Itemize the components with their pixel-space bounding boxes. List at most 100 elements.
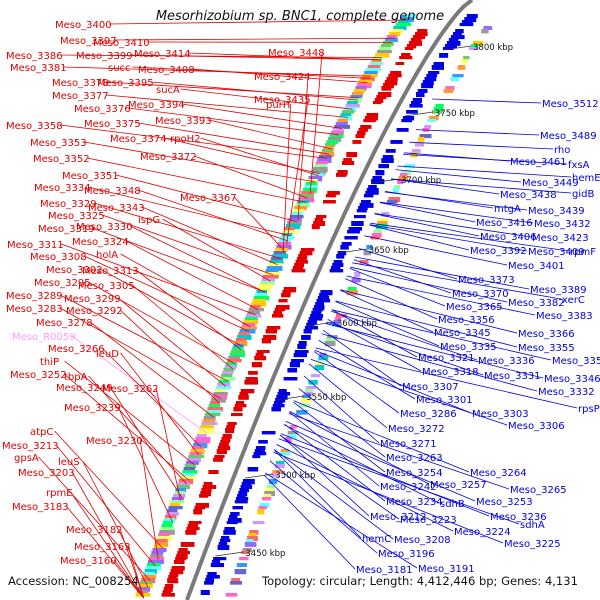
forward-gene-block <box>219 443 229 449</box>
cog-feature-block <box>157 536 172 541</box>
label-leader-line <box>274 449 394 540</box>
cog-feature-block <box>377 50 392 54</box>
cog-feature-block <box>285 224 301 230</box>
label-leader-line <box>120 253 251 328</box>
cog-feature-block <box>304 389 313 394</box>
forward-gene-block <box>323 200 336 204</box>
forward-gene-block <box>169 572 179 577</box>
label-leader-line <box>132 66 370 79</box>
reverse-gene-label: xerC <box>562 295 585 306</box>
label-leader-line <box>352 262 562 300</box>
label-leader-line <box>180 88 353 110</box>
label-leader-line <box>335 301 440 347</box>
forward-gene-block <box>200 491 211 497</box>
forward-gene-label: Meso_3183 <box>12 502 69 513</box>
cog-feature-block <box>298 404 311 408</box>
cog-feature-block <box>242 548 253 553</box>
cog-feature-block <box>353 89 365 93</box>
cog-feature-block <box>280 449 290 455</box>
forward-gene-block <box>299 251 313 256</box>
label-leader-line <box>162 218 271 282</box>
label-leader-line <box>192 68 368 83</box>
cog-feature-block <box>225 362 237 368</box>
forward-gene-block <box>188 521 202 525</box>
forward-gene-block <box>395 62 405 65</box>
label-leader-line <box>340 289 518 334</box>
cog-feature-block <box>378 47 392 50</box>
forward-gene-label: Meso_3313 <box>82 266 139 277</box>
label-leader-line <box>432 98 542 104</box>
cog-feature-block <box>351 278 361 283</box>
cog-feature-block <box>311 170 326 176</box>
reverse-gene-label: Meso_3345 <box>434 328 491 339</box>
cog-feature-block <box>364 71 378 75</box>
forward-gene-block <box>234 404 247 408</box>
label-leader-line <box>379 201 534 224</box>
map-title: Mesorhizobium sp. BNC1, complete genome <box>155 9 445 24</box>
cog-feature-block <box>400 173 408 177</box>
reverse-gene-block <box>421 83 434 89</box>
scale-label: 3700 kbp <box>401 176 441 186</box>
cog-feature-block <box>223 368 234 373</box>
reverse-gene-label: Meso_3489 <box>540 131 597 142</box>
label-leader-line <box>135 269 242 350</box>
cog-feature-block <box>329 134 344 139</box>
forward-gene-label: Meso_3203 <box>18 468 75 479</box>
reverse-gene-label: Meso_3449 <box>522 178 579 189</box>
forward-gene-block <box>239 392 249 396</box>
label-leader-line <box>233 196 285 251</box>
cog-feature-block <box>335 122 348 128</box>
label-leader-line <box>130 54 381 61</box>
reverse-gene-label: Meso_3263 <box>386 453 443 464</box>
cog-feature-block <box>381 212 390 217</box>
reverse-gene-block <box>253 452 267 456</box>
forward-gene-block <box>164 584 174 588</box>
reverse-gene-block <box>310 314 324 318</box>
label-leader-line <box>321 333 538 392</box>
cog-feature-block <box>279 239 291 243</box>
cog-feature-block <box>411 149 421 153</box>
reverse-gene-block <box>278 389 287 394</box>
label-leader-line <box>395 169 522 183</box>
cog-feature-block <box>338 116 353 121</box>
label-leader-line <box>71 471 145 599</box>
forward-gene-block <box>384 80 398 86</box>
forward-gene-block <box>255 353 264 358</box>
reverse-gene-block <box>439 53 449 58</box>
forward-gene-block <box>256 350 270 353</box>
label-leader-line <box>286 98 309 245</box>
reverse-gene-block <box>238 491 248 497</box>
cog-feature-block <box>246 314 262 318</box>
reverse-gene-label: Meso_3253 <box>476 497 533 508</box>
label-leader-line <box>269 460 378 554</box>
reverse-gene-label: Meso_3366 <box>518 329 575 340</box>
reverse-gene-block <box>402 116 415 121</box>
label-leader-line <box>322 329 402 387</box>
cog-feature-block <box>367 65 381 70</box>
reverse-gene-block <box>416 92 425 98</box>
cog-feature-block <box>392 188 399 193</box>
forward-gene-label: atpC <box>30 427 53 438</box>
label-leader-line <box>188 52 381 61</box>
forward-gene-label: Meso_3378 <box>52 78 109 89</box>
label-leader-line <box>101 347 202 448</box>
label-leader-line <box>209 119 332 150</box>
cog-feature-block <box>144 569 157 575</box>
reverse-gene-label: Meso_3416 <box>476 218 533 229</box>
forward-gene-block <box>233 407 243 412</box>
cog-feature-block <box>380 44 391 49</box>
reverse-gene-label: Meso_3432 <box>534 219 591 230</box>
label-leader-line <box>390 178 572 194</box>
label-leader-line <box>116 174 298 222</box>
label-leader-line <box>346 275 536 316</box>
label-leader-line <box>325 323 544 379</box>
cog-feature-block <box>239 557 249 561</box>
forward-gene-label: Meso_3319 <box>38 224 95 235</box>
reverse-gene-label: Meso_3271 <box>380 439 437 450</box>
forward-gene-block <box>291 269 306 273</box>
forward-gene-block <box>406 44 417 49</box>
cog-feature-block <box>137 587 150 592</box>
forward-gene-block <box>221 437 231 443</box>
cog-feature-block <box>155 539 168 543</box>
